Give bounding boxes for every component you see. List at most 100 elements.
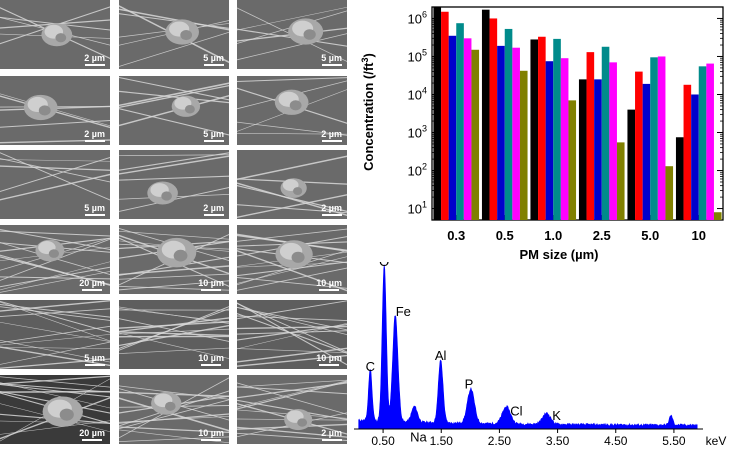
y-tick-label: 104	[408, 85, 427, 102]
y-label-close: )	[361, 53, 376, 57]
scale-bar: 2 µm	[321, 130, 342, 142]
plot-frame	[431, 6, 724, 221]
bar-5.0-s5	[665, 166, 674, 220]
scale-bar-line	[201, 364, 222, 366]
scale-bar: 5 µm	[203, 54, 224, 66]
y-tick-label: 102	[408, 162, 427, 179]
bar-0.5-s2	[497, 45, 505, 220]
sem-micrograph	[0, 300, 110, 369]
scale-bar-line	[201, 289, 222, 291]
y-tick-exponent: 3	[422, 124, 427, 134]
y-tick-exponent: 2	[422, 162, 427, 172]
sem-panel-b3: 2 µm	[237, 76, 347, 145]
y-tick-base: 10	[408, 126, 422, 141]
scale-bar-line	[201, 439, 222, 441]
bar-5.0-s3	[650, 57, 658, 221]
sem-micrograph	[237, 300, 347, 369]
scale-bar-label: 5 µm	[84, 353, 105, 363]
eds-peak-label-Na: Na	[410, 429, 427, 444]
eds-spectrum-area	[358, 264, 698, 430]
x-tick-label: 2.5	[593, 228, 611, 243]
scale-bar: 2 µm	[84, 54, 105, 66]
bar-5.0-s4	[657, 56, 666, 220]
bar-0.5-s5	[519, 70, 528, 221]
scale-bar-line	[82, 289, 103, 291]
y-label-superscript: 3	[360, 58, 370, 63]
eds-x-tick-label: 3.50	[546, 434, 570, 448]
scale-bar-label: 5 µm	[203, 53, 224, 63]
scale-bar: 2 µm	[321, 429, 342, 441]
bar-1.0-s4	[560, 58, 569, 221]
bar-2.5-s4	[609, 62, 617, 220]
bar-5.0-s1	[635, 71, 643, 220]
eds-x-tick-label: 2.50	[488, 434, 512, 448]
y-tick-exponent: 6	[422, 9, 427, 19]
x-label-text: PM size (µm)	[519, 247, 598, 262]
sem-panel-e2: 10 µm	[119, 300, 229, 369]
y-tick-exponent: 5	[422, 47, 427, 57]
bar-0.5-s1	[489, 18, 498, 221]
y-tick-base: 10	[408, 11, 422, 26]
scale-bar-label: 5 µm	[203, 129, 224, 139]
sem-micrograph	[237, 150, 347, 219]
y-tick-base: 10	[408, 49, 422, 64]
bar-1.0-s0	[530, 39, 539, 221]
scale-bar-line	[321, 140, 342, 142]
sem-panel-d1: 20 µm	[0, 225, 110, 294]
scale-bar: 10 µm	[316, 354, 342, 366]
bar-chart-x-axis-label: PM size (µm)	[519, 247, 598, 262]
sem-micrograph	[0, 76, 110, 145]
sem-micrograph	[237, 76, 347, 145]
sem-micrograph	[0, 225, 110, 294]
bar-chart-y-axis-label: Concentration (/ft3)	[360, 53, 376, 171]
bar-2.5-s3	[601, 46, 610, 220]
eds-peak-label-C: C	[366, 359, 375, 374]
y-tick-base: 10	[408, 202, 422, 217]
eds-x-unit-label: keV	[706, 434, 727, 448]
sem-panel-c3: 2 µm	[237, 150, 347, 219]
sem-panel-d2: 10 µm	[119, 225, 229, 294]
bar-1.0-s3	[553, 38, 561, 221]
bar-0.3-s2	[448, 35, 457, 220]
scale-bar-label: 2 µm	[321, 203, 342, 213]
sem-panel-b1: 2 µm	[0, 76, 110, 145]
eds-x-tick-label: 0.50	[371, 434, 395, 448]
bar-0.3-s4	[463, 38, 472, 221]
bar-2.5-s5	[616, 142, 625, 220]
eds-peak-label-P: P	[465, 376, 474, 391]
bar-2.5-s2	[594, 79, 602, 221]
sem-micrograph	[119, 150, 229, 219]
scale-bar: 10 µm	[198, 279, 224, 291]
eds-peak-labels: C O Fe Na Al P Cl K	[366, 262, 562, 444]
scale-bar-label: 5 µm	[321, 53, 342, 63]
bar-0.3-s5	[471, 49, 480, 221]
sem-panel-c2: 2 µm	[119, 150, 229, 219]
y-tick-label: 103	[408, 124, 427, 141]
scale-bar-label: 20 µm	[79, 428, 105, 438]
scale-bar-line	[84, 64, 105, 66]
sem-micrograph	[0, 375, 110, 444]
scale-bar-label: 2 µm	[84, 129, 105, 139]
sem-micrograph	[119, 0, 229, 69]
y-tick-label: 101	[408, 200, 427, 217]
sem-micrograph	[237, 225, 347, 294]
sem-panel-d3: 10 µm	[237, 225, 347, 294]
sem-micrograph	[0, 150, 110, 219]
sem-panel-e1: 5 µm	[0, 300, 110, 369]
sem-micrograph	[237, 0, 347, 69]
sem-panel-e3: 10 µm	[237, 300, 347, 369]
scale-bar-label: 2 µm	[84, 53, 105, 63]
sem-micrograph	[119, 76, 229, 145]
scale-bar-line	[321, 439, 342, 441]
scale-bar: 10 µm	[198, 429, 224, 441]
x-tick-label: 1.0	[544, 228, 562, 243]
eds-x-tick-label: 4.50	[604, 434, 628, 448]
scale-bar-line	[82, 439, 103, 441]
bar-10-s4	[706, 63, 714, 220]
scale-bar-label: 10 µm	[198, 428, 224, 438]
bar-10-s0	[675, 137, 684, 220]
y-tick-base: 10	[408, 87, 422, 102]
eds-x-tick-label: 1.50	[430, 434, 454, 448]
